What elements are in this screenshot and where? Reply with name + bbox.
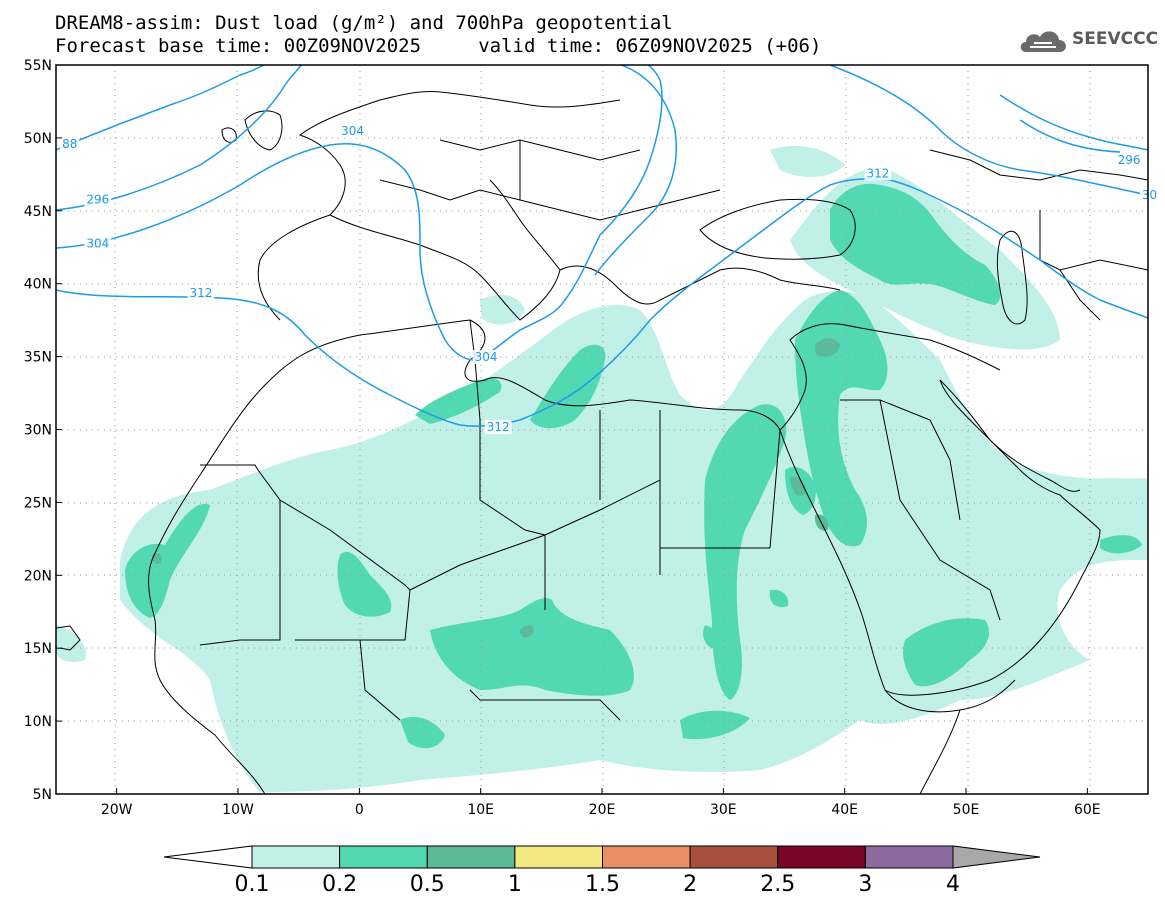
colorbar-label: 0.1 <box>234 872 270 897</box>
contour-label: 312 <box>484 419 512 434</box>
lat-tick-label: 50N <box>24 131 52 147</box>
contour-label: 312 <box>864 166 892 181</box>
colorbar-swatch <box>602 845 691 869</box>
colorbar-above-arrow <box>952 845 1041 869</box>
lon-tick-label: 0 <box>355 802 364 818</box>
contour-label: 312 <box>187 285 215 300</box>
colorbar-swatch <box>864 845 954 869</box>
colorbar-swatch <box>251 845 341 869</box>
axis-ticks <box>56 64 1088 795</box>
colorbar-label: 4 <box>946 872 960 897</box>
colorbar-label: 1 <box>507 872 522 897</box>
svg-text:88: 88 <box>62 137 77 151</box>
dust-load-fill <box>56 145 1148 792</box>
colorbar <box>163 845 1041 869</box>
lon-tick-label: 10E <box>467 802 494 818</box>
lon-tick-label: 20E <box>589 802 616 818</box>
lat-tick-label: 25N <box>24 495 52 511</box>
cloud-icon <box>1020 31 1066 52</box>
map-title: DREAM8-assim: Dust load (g/m²) and 700hP… <box>55 12 673 34</box>
lon-tick-label: 30E <box>710 802 737 818</box>
svg-text:312: 312 <box>189 286 212 300</box>
lon-tick-label: 20W <box>101 802 133 818</box>
lat-tick-label: 30N <box>24 423 52 439</box>
seevccc-logo: SEEVCCC <box>1018 26 1158 56</box>
colorbar-swatch <box>514 845 603 869</box>
contour-label: 296 <box>84 192 112 207</box>
axis-tick-labels: 20W 10W 0 10E 20E 30E 40E 50E 60E 55N 50N 45N 40N 35N… <box>24 58 1101 818</box>
forecast-time-line: Forecast base time: 00Z09NOV2025 valid t… <box>55 35 822 57</box>
lat-tick-label: 35N <box>24 350 52 366</box>
contour-label: 88 <box>60 137 80 152</box>
colorbar-label: 1.5 <box>585 872 620 897</box>
colorbar-swatch <box>339 845 428 869</box>
colorbar-label: 0.2 <box>322 872 358 897</box>
colorbar-label: 3 <box>858 872 873 897</box>
contour-label: 304 <box>472 349 500 364</box>
colorbar-swatch <box>426 845 516 869</box>
svg-text:312: 312 <box>487 420 510 434</box>
geopotential-contours <box>56 65 1148 427</box>
contour-label: 30 <box>1139 188 1160 203</box>
lat-tick-label: 40N <box>24 277 52 293</box>
lon-tick-label: 50E <box>953 802 980 818</box>
svg-text:312: 312 <box>867 166 890 180</box>
svg-text:304: 304 <box>86 236 109 250</box>
colorbar-swatch <box>777 845 866 869</box>
contour-label: 296 <box>1115 153 1143 168</box>
lon-tick-label: 60E <box>1074 802 1101 818</box>
contour-label: 304 <box>339 124 366 138</box>
colorbar-label: 2 <box>683 872 698 897</box>
lon-tick-label: 10W <box>222 802 254 818</box>
colorbar-swatch <box>689 845 779 869</box>
lat-tick-label: 15N <box>24 641 52 657</box>
coastlines-and-borders <box>56 91 1148 794</box>
contour-label: 304 <box>84 236 112 251</box>
logo-text: SEEVCCC <box>1072 29 1159 49</box>
lat-tick-label: 5N <box>33 787 52 803</box>
colorbar-label: 0.5 <box>409 872 445 897</box>
lat-tick-label: 45N <box>24 204 52 220</box>
lat-tick-label: 20N <box>24 568 52 584</box>
svg-text:304: 304 <box>475 350 498 364</box>
svg-text:296: 296 <box>86 193 109 207</box>
lat-tick-label: 55N <box>24 58 52 74</box>
svg-text:296: 296 <box>1118 153 1141 167</box>
lat-tick-label: 10N <box>24 714 52 730</box>
contour-labels: 88 304 296 304 312 304 312 312 296 30 <box>60 124 1160 434</box>
svg-text:304: 304 <box>341 124 364 138</box>
graticule <box>56 65 1148 794</box>
colorbar-label: 2.5 <box>760 872 796 897</box>
svg-text:30: 30 <box>1142 188 1157 202</box>
lon-tick-label: 40E <box>831 802 858 818</box>
colorbar-below-arrow <box>163 845 253 869</box>
